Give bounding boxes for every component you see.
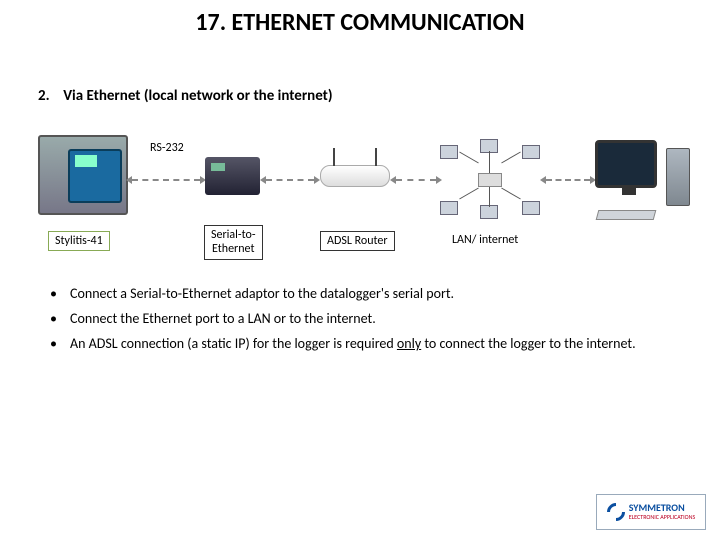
connector-4: [546, 179, 590, 181]
page-title: 17. ETHERNET COMMUNICATION: [0, 0, 720, 37]
subheading-number: 2.: [38, 87, 50, 105]
logo-text: SYMMETRON: [629, 503, 696, 513]
bullet-icon: •: [50, 308, 70, 329]
lan-network-icon: [440, 145, 540, 215]
bullet-list: • Connect a Serial-to-Ethernet adaptor t…: [50, 283, 670, 354]
stylitis-device-icon: [38, 135, 128, 215]
list-item: • Connect a Serial-to-Ethernet adaptor t…: [50, 283, 670, 304]
serial-ethernet-label: Serial-to- Ethernet: [204, 225, 263, 260]
serial-to-ethernet-icon: [205, 157, 260, 195]
bullet-text-post: to connect the logger to the internet.: [421, 335, 635, 352]
connector-1: [132, 179, 200, 181]
bullet-text: Connect a Serial-to-Ethernet adaptor to …: [70, 285, 454, 302]
lan-label: LAN/ internet: [452, 231, 518, 249]
connector-3: [396, 179, 436, 181]
adsl-router-icon: [320, 165, 390, 187]
list-item: • Connect the Ethernet port to a LAN or …: [50, 308, 670, 329]
list-item: • An ADSL connection (a static IP) for t…: [50, 333, 670, 354]
desktop-pc-icon: [595, 140, 690, 220]
serial-eth-line1: Serial-to-: [211, 228, 256, 242]
subheading-text: Via Ethernet (local network or the inter…: [63, 87, 332, 105]
logo-tagline: ELECTRONIC APPLICATIONS: [629, 513, 696, 521]
rs232-label: RS-232: [150, 141, 184, 155]
symmetron-logo: SYMMETRON ELECTRONIC APPLICATIONS: [596, 494, 706, 530]
logo-swirl-icon: [603, 499, 628, 524]
bullet-icon: •: [50, 333, 70, 354]
router-label: ADSL Router: [320, 231, 395, 251]
network-diagram: RS-232 Stylitis-41 Serial-to- Ethernet A…: [0, 135, 720, 275]
connector-2: [266, 179, 314, 181]
serial-eth-line2: Ethernet: [212, 242, 254, 256]
bullet-text-pre: An ADSL connection (a static IP) for the…: [70, 335, 397, 352]
bullet-text: Connect the Ethernet port to a LAN or to…: [70, 310, 376, 327]
section-subheading: 2. Via Ethernet (local network or the in…: [38, 87, 720, 105]
bullet-text-underline: only: [397, 335, 421, 352]
stylitis-label: Stylitis-41: [48, 231, 110, 251]
bullet-icon: •: [50, 283, 70, 304]
